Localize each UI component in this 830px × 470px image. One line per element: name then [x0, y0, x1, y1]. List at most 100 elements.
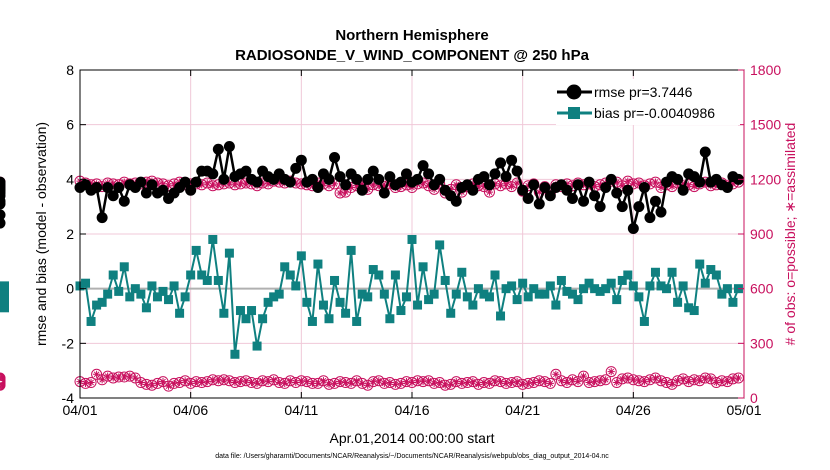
obs-possible-point-star — [231, 181, 239, 189]
obs-assimilated-point-star — [557, 377, 565, 385]
obs-assimilated-point-star — [270, 376, 278, 384]
bias-point — [92, 300, 102, 310]
bias-point — [164, 295, 174, 305]
obs-possible-point-star — [336, 189, 344, 197]
y-tick-label-right: 900 — [750, 226, 774, 242]
rmse-point — [207, 168, 219, 180]
rmse-point — [351, 173, 363, 185]
rmse-point — [306, 173, 318, 185]
bias-point — [479, 289, 489, 299]
bias-point — [584, 278, 594, 288]
bias-point — [424, 295, 434, 305]
rmse-point — [566, 192, 578, 204]
obs-possible-point-star — [353, 182, 361, 190]
rmse-point — [655, 206, 667, 218]
bias-point — [269, 292, 279, 302]
obs-possible-point-star — [109, 180, 117, 188]
obs-assimilated-point-star — [452, 378, 460, 386]
rmse-point — [627, 223, 639, 235]
rmse-point — [412, 173, 424, 185]
rmse-point — [223, 141, 235, 153]
obs-assimilated-point-star — [81, 379, 90, 388]
rmse-point — [467, 184, 479, 196]
obs-assimilated-point-star — [602, 376, 610, 384]
obs-assimilated-point-star — [618, 375, 626, 383]
rmse-point — [699, 146, 711, 158]
bias-point — [523, 292, 533, 302]
obs-assimilated-point-star — [109, 374, 117, 382]
y-tick-label: 8 — [66, 62, 74, 78]
rmse-point — [638, 182, 650, 194]
obs-possible-point-star — [225, 179, 233, 187]
rmse-point — [378, 187, 390, 199]
rmse-point — [395, 176, 407, 188]
obs-assimilated-point-star — [242, 377, 250, 385]
y-tick-label-right: 0 — [750, 390, 758, 406]
obs-possible-point — [201, 177, 213, 189]
rmse-point — [373, 173, 385, 185]
obs-assimilated-point-star — [176, 378, 184, 387]
rmse-point — [528, 179, 540, 191]
obs-assimilated-point — [611, 377, 623, 389]
obs-assimilated-point-star — [126, 372, 134, 380]
bias-point — [0, 303, 9, 313]
obs-possible-point-star — [164, 182, 173, 190]
obs-possible-point-star — [685, 181, 693, 189]
bias-point — [567, 289, 577, 299]
obs-assimilated-point — [710, 377, 722, 389]
rmse-point — [672, 173, 684, 185]
obs-assimilated-point-star — [375, 377, 383, 385]
obs-assimilated-point-star — [712, 378, 720, 387]
rmse-point — [694, 176, 706, 188]
obs-assimilated-point-star — [142, 380, 150, 388]
rmse-point — [190, 176, 202, 188]
obs-assimilated-point-star — [303, 378, 311, 386]
chart-subtitle: RADIOSONDE_V_WIND_COMPONENT @ 250 hPa — [235, 47, 590, 64]
obs-assimilated-point — [373, 375, 385, 387]
rmse-point — [677, 184, 689, 196]
obs-assimilated-point-star — [430, 379, 438, 388]
obs-assimilated-point — [395, 377, 407, 389]
obs-assimilated-point-star — [491, 377, 499, 385]
bias-point — [623, 270, 633, 280]
obs-possible-point-star — [325, 182, 333, 190]
bias-point — [296, 251, 306, 261]
bias-point — [180, 292, 190, 302]
obs-assimilated-point — [301, 376, 313, 388]
obs-assimilated-point-star — [447, 380, 455, 388]
obs-assimilated-point — [262, 376, 274, 388]
obs-possible-point-star — [690, 183, 698, 191]
rmse-point — [478, 171, 490, 183]
obs-assimilated-point-star — [386, 378, 394, 387]
obs-possible-point-star — [613, 178, 621, 186]
bias-point — [639, 316, 649, 326]
obs-possible-point-star — [364, 185, 372, 193]
bias-point — [224, 248, 234, 258]
bias-point — [606, 278, 616, 288]
x-tick-label: 04/01 — [62, 402, 97, 418]
bias-point — [202, 275, 212, 285]
rmse-point — [157, 184, 169, 196]
legend-bias-marker — [568, 107, 580, 119]
obs-assimilated-point-star — [314, 379, 322, 388]
x-tick-label: 04/11 — [284, 402, 318, 418]
rmse-point — [544, 190, 556, 202]
legend-bias-label: bias pr=-0.0040986 — [594, 105, 715, 121]
bias-point — [285, 270, 295, 280]
obs-assimilated-point-star — [148, 381, 156, 389]
obs-assimilated-point — [201, 376, 213, 388]
obs-possible-point-star — [242, 179, 250, 187]
rmse-point — [96, 212, 108, 224]
obs-assimilated-point — [578, 370, 590, 382]
bias-point — [446, 308, 456, 318]
obs-possible-point-star — [380, 183, 388, 191]
bias-point — [534, 289, 544, 299]
bias-point — [413, 300, 423, 310]
obs-assimilated-point-star — [546, 379, 554, 388]
obs-assimilated-point-star — [425, 377, 433, 385]
bias-point — [529, 284, 539, 294]
bias-point — [689, 306, 699, 316]
obs-possible-point-star — [375, 182, 383, 190]
bias-point — [318, 300, 328, 310]
rmse-point — [179, 176, 191, 188]
